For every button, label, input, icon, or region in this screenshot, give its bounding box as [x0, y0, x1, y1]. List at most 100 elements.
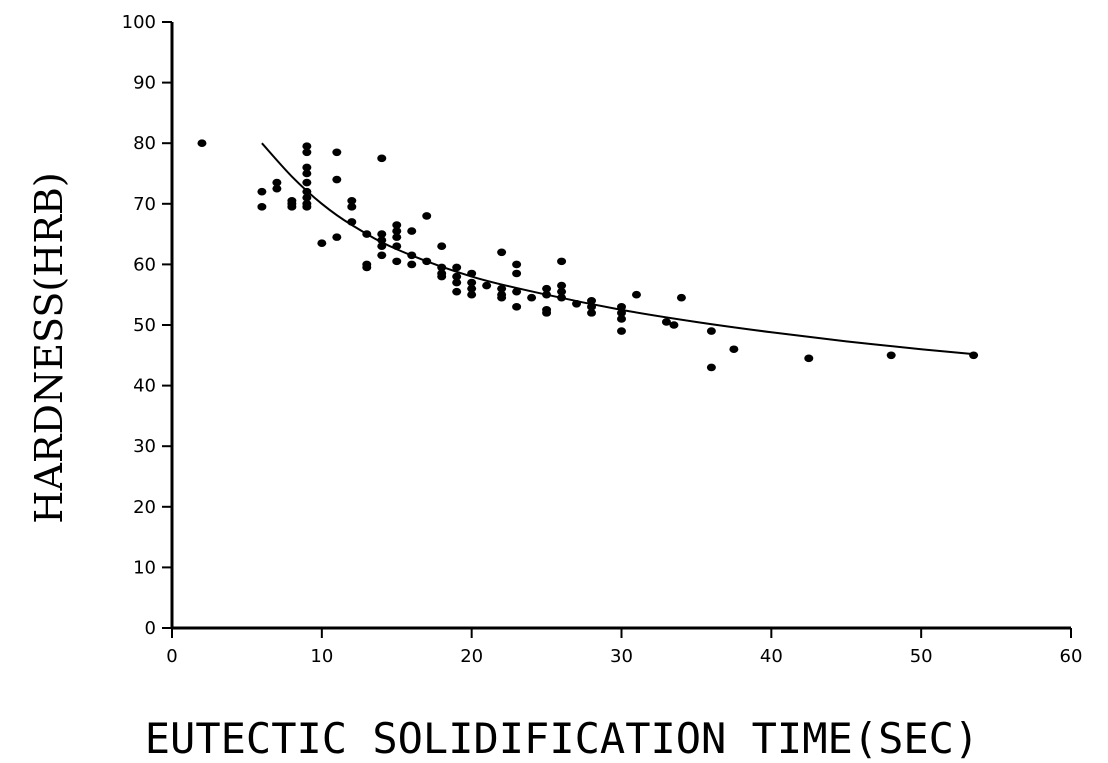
data-point	[197, 139, 207, 147]
x-tick-label: 0	[166, 646, 177, 667]
y-tick-label: 30	[133, 436, 156, 457]
data-point	[407, 260, 417, 269]
data-point	[392, 257, 402, 266]
y-tick-label: 70	[133, 194, 156, 215]
data-point	[587, 296, 597, 305]
data-point	[587, 303, 597, 311]
data-point	[497, 284, 507, 293]
data-point	[437, 263, 447, 272]
data-point	[392, 221, 402, 229]
data-point	[557, 287, 567, 296]
data-point	[377, 236, 387, 244]
data-point	[422, 212, 432, 220]
data-point	[332, 148, 342, 157]
data-point	[542, 309, 552, 317]
data-point	[467, 284, 477, 293]
data-point	[302, 203, 312, 211]
data-point	[729, 345, 739, 354]
data-point	[302, 193, 312, 202]
data-point	[347, 196, 357, 205]
data-points	[197, 139, 979, 372]
data-point	[557, 257, 567, 266]
y-tick-label: 80	[133, 133, 156, 154]
data-point	[332, 233, 342, 241]
data-point	[392, 233, 402, 241]
x-axis-ticks: 0 10 20 30 40 50 60	[166, 628, 1082, 667]
data-point	[302, 163, 312, 172]
data-point	[407, 251, 417, 260]
data-point	[302, 187, 312, 196]
data-point	[617, 327, 626, 335]
y-tick-label: 100	[122, 12, 156, 33]
y-tick-label: 0	[145, 618, 156, 639]
data-point	[557, 281, 567, 290]
data-point	[377, 154, 387, 163]
data-point	[362, 263, 372, 272]
data-point	[467, 278, 477, 287]
data-point	[452, 287, 462, 296]
data-point	[257, 203, 267, 211]
data-point	[437, 242, 447, 251]
data-point	[347, 203, 357, 211]
y-tick-label: 40	[133, 376, 156, 397]
data-point	[512, 269, 522, 278]
data-point	[317, 239, 327, 247]
data-point	[804, 354, 814, 363]
data-point	[572, 299, 582, 308]
data-point	[407, 227, 417, 235]
data-point	[482, 281, 492, 290]
data-point	[302, 178, 312, 187]
data-point	[467, 290, 477, 299]
data-point	[257, 187, 267, 196]
data-point	[377, 242, 387, 251]
data-point	[557, 293, 567, 302]
data-point	[497, 248, 507, 257]
data-point	[452, 278, 462, 287]
data-point	[332, 175, 342, 184]
x-axis-title: EUTECTIC SOLIDIFICATION TIME(SEC)	[145, 714, 979, 763]
data-point	[631, 290, 641, 299]
x-tick-label: 50	[910, 646, 933, 667]
data-point	[437, 272, 447, 281]
data-point	[362, 230, 372, 238]
data-point	[452, 263, 462, 272]
data-point	[392, 227, 402, 235]
data-point	[706, 327, 716, 335]
x-tick-label: 20	[460, 646, 483, 667]
y-tick-label: 10	[133, 557, 156, 578]
x-tick-label: 40	[760, 646, 783, 667]
data-point	[542, 290, 552, 299]
data-point	[302, 142, 312, 151]
y-tick-label: 20	[133, 497, 156, 518]
data-point	[272, 184, 282, 193]
y-axis-ticks: 0 10 20 30 40 50 60 70 80 90 100	[122, 12, 172, 639]
data-point	[302, 148, 312, 157]
data-point	[497, 293, 507, 302]
data-point	[512, 287, 522, 296]
y-tick-label: 50	[133, 315, 156, 336]
data-point	[512, 303, 522, 311]
y-tick-label: 60	[133, 254, 156, 275]
data-point	[587, 309, 597, 317]
data-point	[377, 251, 387, 260]
data-point	[886, 351, 896, 360]
x-tick-label: 10	[310, 646, 333, 667]
data-point	[347, 218, 357, 226]
y-axis-title: HARDNESS(HRB)	[27, 172, 71, 523]
data-point	[392, 242, 402, 251]
data-point	[272, 178, 282, 187]
data-point	[617, 303, 626, 311]
data-point	[512, 260, 522, 269]
data-point	[617, 315, 626, 323]
data-point	[302, 169, 312, 178]
data-point	[676, 293, 686, 302]
y-tick-label: 90	[133, 73, 156, 94]
data-point	[542, 284, 552, 293]
data-point	[617, 309, 626, 317]
data-point	[706, 363, 716, 372]
data-point	[669, 321, 679, 329]
data-point	[969, 351, 979, 360]
data-point	[452, 272, 462, 281]
